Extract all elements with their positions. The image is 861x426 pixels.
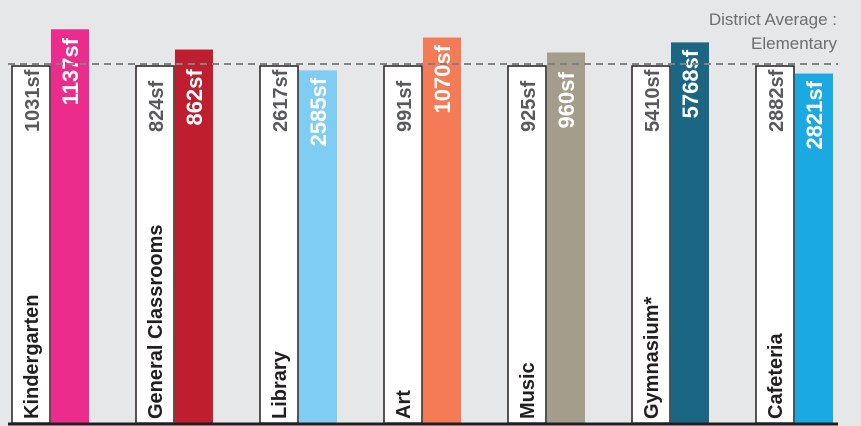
- category-label-4: Music: [517, 362, 539, 419]
- category-label-1: General Classrooms: [145, 224, 167, 419]
- school-bar-1: [175, 49, 213, 423]
- school-bar-3: [423, 37, 461, 424]
- average-value-label-6: 2882sf: [766, 69, 788, 132]
- average-bar-0: [11, 65, 51, 424]
- average-bar-2: [259, 65, 299, 424]
- school-value-label-2: 2585sf: [306, 77, 331, 146]
- school-value-label-3: 1070sf: [430, 44, 455, 113]
- school-value-label-4: 960sf: [554, 72, 579, 129]
- average-value-label-5: 5410sf: [642, 69, 664, 132]
- average-bar-6: [755, 65, 795, 424]
- average-value-label-1: 824sf: [146, 81, 168, 132]
- average-value-label-2: 2617sf: [270, 69, 292, 132]
- school-bar-0: [51, 29, 89, 423]
- average-value-label-4: 925sf: [518, 81, 540, 132]
- school-value-label-1: 862sf: [182, 69, 207, 126]
- district-average-label-line1: District Average :: [708, 10, 837, 29]
- district-average-label: District Average : Elementary: [709, 8, 837, 56]
- category-label-0: Kindergarten: [21, 295, 43, 419]
- average-bar-1: [135, 65, 175, 424]
- category-label-3: Art: [393, 390, 415, 419]
- category-label-5: Gymnasium*: [641, 297, 663, 419]
- school-bar-2: [299, 70, 337, 424]
- school-value-label-0: 1137sf: [58, 37, 83, 105]
- category-label-2: Library: [269, 350, 291, 419]
- category-label-6: Cafeteria: [765, 333, 787, 419]
- average-value-label-0: 1031sf: [22, 69, 44, 132]
- school-bar-6: [795, 73, 833, 423]
- school-bar-4: [547, 52, 585, 424]
- average-value-label-3: 991sf: [394, 81, 416, 132]
- district-average-label-line2: Elementary: [751, 34, 837, 53]
- school-value-label-6: 2821sf: [802, 80, 827, 149]
- school-value-label-5: 5768sf: [678, 49, 703, 118]
- school-bar-5: [671, 42, 709, 423]
